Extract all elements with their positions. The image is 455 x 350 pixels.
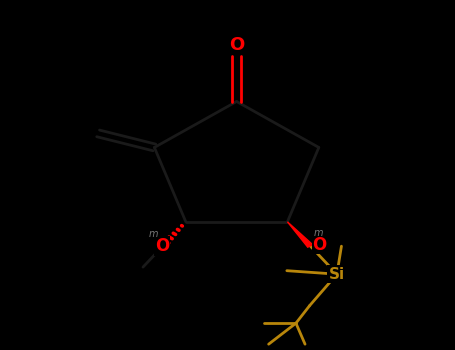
Text: m: m — [313, 228, 323, 238]
Text: Si: Si — [329, 267, 345, 282]
Text: O: O — [155, 237, 169, 255]
Polygon shape — [288, 222, 313, 247]
Text: O: O — [229, 36, 244, 54]
Text: O: O — [313, 236, 327, 254]
Text: m: m — [148, 229, 158, 239]
